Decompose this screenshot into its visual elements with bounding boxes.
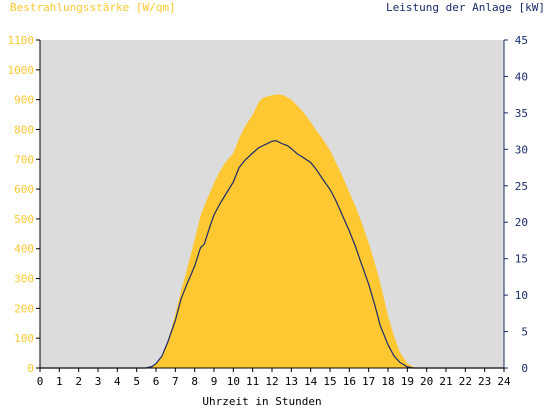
x-tick-label: 7 (172, 375, 179, 388)
x-tick-label: 1 (56, 375, 63, 388)
x-tick-label: 3 (95, 375, 102, 388)
irradiance-area (40, 94, 504, 369)
x-tick-label: 11 (246, 375, 259, 388)
right-ticks: 0 5 10 15 20 25 30 35 40 45 (504, 34, 528, 375)
left-tick-label: 300 (14, 273, 34, 286)
x-tick-label: 0 (37, 375, 44, 388)
left-tick-label: 700 (14, 153, 34, 166)
left-tick-label: 200 (14, 302, 34, 315)
x-tick-label: 4 (114, 375, 121, 388)
right-tick-label: 20 (515, 216, 528, 229)
x-tick-label: 6 (153, 375, 160, 388)
x-ticks: 0 1 2 3 4 5 6 7 8 9 10 11 12 13 14 15 16 17 18 19 20 21 22 23 24 (37, 368, 511, 388)
left-tick-label: 0 (27, 362, 34, 375)
x-tick-label: 18 (381, 375, 394, 388)
x-tick-label: 17 (362, 375, 375, 388)
right-tick-label: 25 (515, 180, 528, 193)
left-tick-label: 900 (14, 94, 34, 107)
x-tick-label: 19 (401, 375, 414, 388)
x-tick-label: 15 (323, 375, 336, 388)
left-tick-label: 600 (14, 183, 34, 196)
left-tick-label: 800 (14, 123, 34, 136)
left-axis-title: Bestrahlungsstärke [W/qm] (10, 1, 176, 14)
left-tick-label: 1000 (8, 64, 35, 77)
right-tick-label: 45 (515, 34, 528, 47)
right-tick-label: 5 (521, 326, 528, 339)
x-tick-label: 5 (133, 375, 140, 388)
left-tick-label: 400 (14, 243, 34, 256)
x-tick-label: 13 (285, 375, 298, 388)
left-tick-label: 500 (14, 213, 34, 226)
x-tick-label: 2 (75, 375, 82, 388)
x-tick-label: 24 (497, 375, 511, 388)
power-layer (40, 139, 504, 369)
right-tick-label: 10 (515, 289, 528, 302)
x-tick-label: 21 (439, 375, 452, 388)
left-tick-label: 100 (14, 332, 34, 345)
x-tick-label: 14 (304, 375, 318, 388)
x-axis-title: Uhrzeit in Stunden (202, 395, 321, 408)
right-tick-label: 40 (515, 70, 528, 83)
left-ticks: 0 100 200 300 400 500 600 700 800 900 1000 1100 (8, 34, 40, 375)
x-tick-label: 12 (265, 375, 278, 388)
power-line (40, 139, 504, 369)
right-tick-label: 0 (521, 362, 528, 375)
x-tick-label: 22 (459, 375, 472, 388)
x-tick-label: 10 (227, 375, 240, 388)
x-tick-label: 20 (420, 375, 433, 388)
left-tick-label: 1100 (8, 34, 35, 47)
x-tick-label: 16 (343, 375, 356, 388)
right-tick-label: 35 (515, 107, 528, 120)
x-tick-label: 23 (478, 375, 491, 388)
right-axis-title: Leistung der Anlage [kW] (386, 1, 544, 14)
irradiance-layer (40, 94, 504, 369)
x-tick-label: 9 (211, 375, 218, 388)
x-tick-label: 8 (191, 375, 198, 388)
right-tick-label: 15 (515, 253, 528, 266)
right-tick-label: 30 (515, 143, 528, 156)
